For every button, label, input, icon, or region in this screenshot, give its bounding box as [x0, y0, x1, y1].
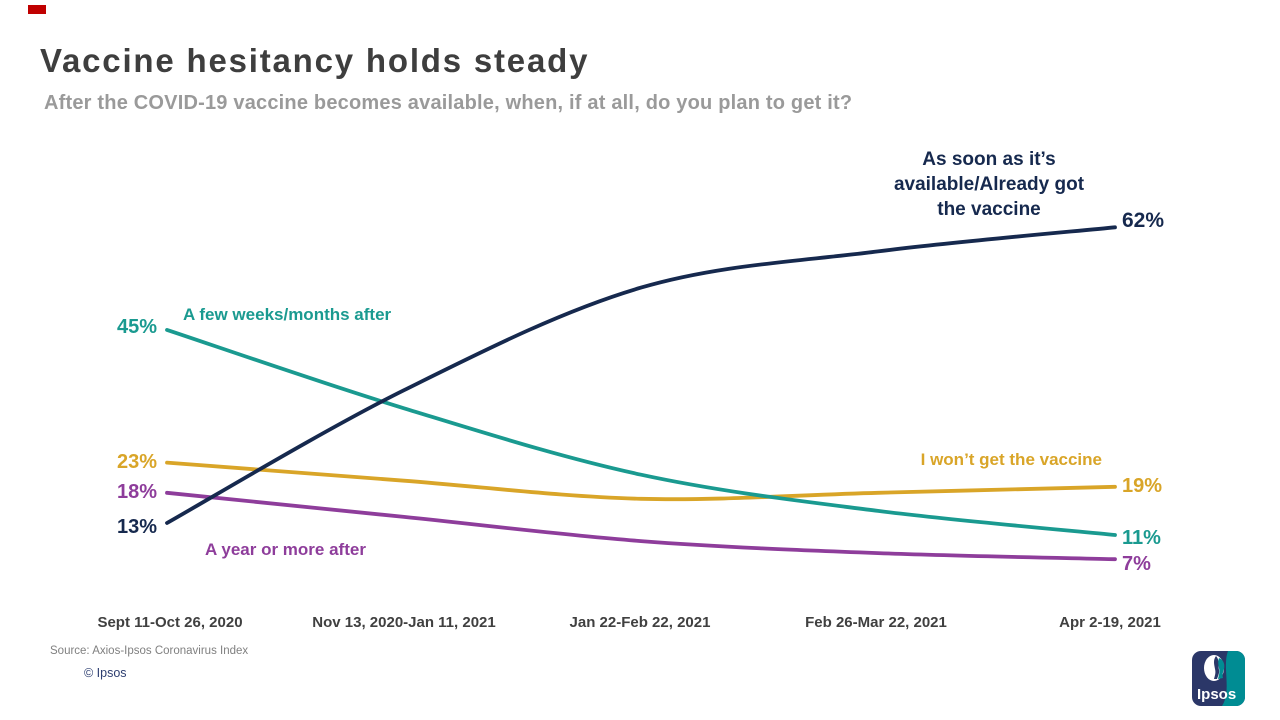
x-axis-label-wave1: Sept 11-Oct 26, 2020 — [97, 614, 243, 631]
ipsos-logo: Ipsos — [1192, 651, 1245, 706]
series-line — [165, 460, 1117, 502]
series-label-wont-get: I won’t get the vaccine — [920, 450, 1102, 469]
x-axis-label-wave4: Feb 26-Mar 22, 2021 — [805, 614, 947, 631]
value-label-end-as-soon-as: 62% — [1122, 209, 1165, 232]
value-label-end-year-or-more: 7% — [1122, 553, 1151, 575]
logo-teal-band — [1222, 651, 1245, 706]
value-label-end-few-weeks: 11% — [1122, 527, 1161, 549]
logo-face-divider — [1214, 656, 1220, 679]
logo-wordmark: Ipsos — [1197, 686, 1236, 703]
copyright-note: © Ipsos — [84, 666, 127, 680]
series-label-as-soon-as: As soon as it’s available/Already got th… — [893, 149, 1085, 220]
slide-accent-mark — [28, 5, 46, 14]
x-axis-label-wave2: Nov 13, 2020-Jan 11, 2021 — [312, 614, 496, 631]
series-line — [165, 328, 1117, 537]
page-subtitle: After the COVID-19 vaccine becomes avail… — [44, 92, 853, 114]
value-label-end-wont-get: 19% — [1122, 475, 1163, 497]
series-line — [165, 490, 1117, 562]
value-label-start-few-weeks: 45% — [116, 316, 157, 338]
page-title: Vaccine hesitancy holds steady — [40, 42, 590, 79]
series-line — [165, 225, 1117, 525]
x-axis-label-wave3: Jan 22-Feb 22, 2021 — [569, 614, 711, 631]
value-label-start-wont-get: 23% — [116, 451, 157, 473]
value-label-start-year-or-more: 18% — [116, 481, 157, 503]
series-label-few-weeks: A few weeks/months after — [183, 305, 392, 324]
series-label-year-or-more: A year or more after — [205, 540, 366, 559]
logo-face-teal — [1218, 658, 1225, 679]
value-label-start-as-soon-as: 13% — [116, 516, 157, 538]
x-axis-label-wave5: Apr 2-19, 2021 — [1059, 614, 1161, 631]
source-note: Source: Axios-Ipsos Coronavirus Index — [50, 645, 249, 657]
